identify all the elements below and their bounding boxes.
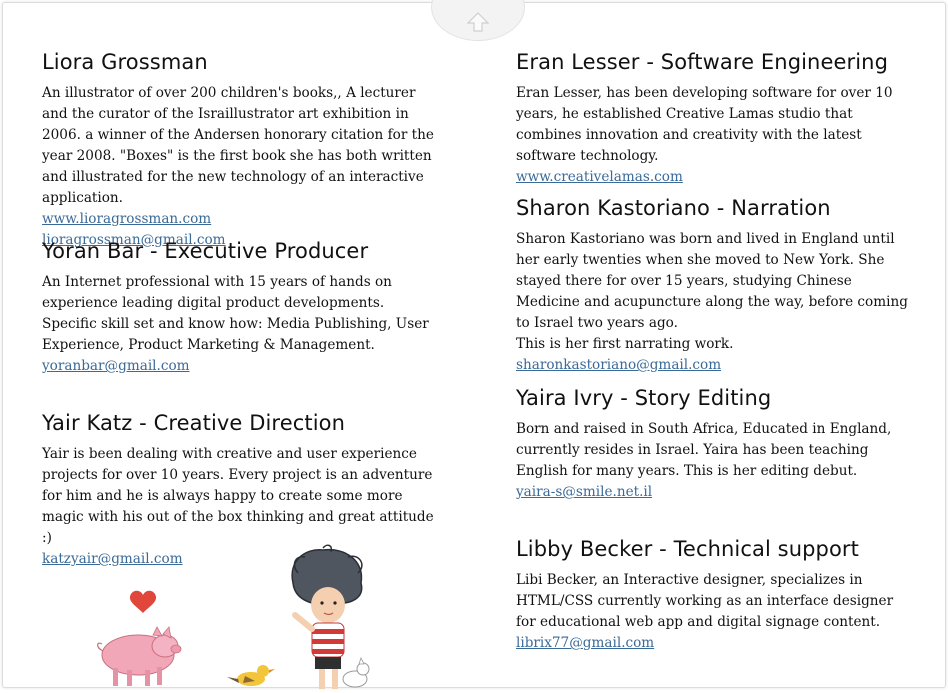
profile-yaira-ivry: Yaira Ivry - Story Editing Born and rais… <box>516 383 916 503</box>
profile-bio: An Internet professional with 15 years o… <box>42 274 429 353</box>
bird-illustration <box>227 665 275 686</box>
dog-illustration <box>342 656 370 688</box>
profile-bio: Eran Lesser, has been developing softwar… <box>516 85 893 164</box>
profile-bio: Yair is been dealing with creative and u… <box>42 446 434 546</box>
scroll-up-button[interactable] <box>431 0 525 41</box>
profile-links: librix77@gmail.com <box>516 633 916 654</box>
profile-name: Libby Becker - Technical support <box>516 537 859 561</box>
profile-yair-katz: Yair Katz - Creative Direction Yair is b… <box>42 408 442 570</box>
profile-name: Yoran Bar - Executive Producer <box>42 239 369 263</box>
pig-illustration <box>97 626 182 686</box>
profile-liora-grossman: Liora Grossman An illustrator of over 20… <box>42 47 442 251</box>
profile-name: Sharon Kastoriano - Narration <box>516 196 831 220</box>
profile-bio: An illustrator of over 200 children's bo… <box>42 85 434 206</box>
email-link[interactable]: librix77@gmail.com <box>516 635 655 651</box>
up-arrow-icon <box>467 12 489 32</box>
website-link[interactable]: www.lioragrossman.com <box>42 211 212 227</box>
profile-bio: Sharon Kastoriano was born and lived in … <box>516 231 908 352</box>
email-link[interactable]: katzyair@gmail.com <box>42 551 183 567</box>
heart-icon <box>129 590 157 613</box>
profile-name: Yair Katz - Creative Direction <box>42 411 345 435</box>
profile-links: yaira-s@smile.net.il <box>516 482 916 503</box>
email-link[interactable]: sharonkastoriano@gmail.com <box>516 357 722 373</box>
profile-name: Yaira Ivry - Story Editing <box>516 386 772 410</box>
profile-yoran-bar: Yoran Bar - Executive Producer An Intern… <box>42 236 442 377</box>
profile-eran-lesser: Eran Lesser - Software Engineering Eran … <box>516 47 916 188</box>
profile-libby-becker: Libby Becker - Technical support Libi Be… <box>516 534 916 654</box>
profile-bio: Libi Becker, an Interactive designer, sp… <box>516 572 894 630</box>
profile-name: Eran Lesser - Software Engineering <box>516 50 889 74</box>
profile-name: Liora Grossman <box>42 50 208 74</box>
profile-links: katzyair@gmail.com <box>42 549 442 570</box>
profile-links: www.lioragrossman.com lioragrossman@gmai… <box>42 209 442 251</box>
profile-links: yoranbar@gmail.com <box>42 356 442 377</box>
child-illustration <box>291 544 363 689</box>
profile-bio: Born and raised in South Africa, Educate… <box>516 421 892 479</box>
email-link[interactable]: yoranbar@gmail.com <box>42 358 190 374</box>
illustration <box>97 544 370 689</box>
profile-links: www.creativelamas.com <box>516 167 916 188</box>
profile-links: sharonkastoriano@gmail.com <box>516 355 916 376</box>
email-link[interactable]: yaira-s@smile.net.il <box>516 484 653 500</box>
email-link[interactable]: lioragrossman@gmail.com <box>42 232 226 248</box>
website-link[interactable]: www.creativelamas.com <box>516 169 683 185</box>
profile-sharon-kastoriano: Sharon Kastoriano - Narration Sharon Kas… <box>516 193 916 376</box>
